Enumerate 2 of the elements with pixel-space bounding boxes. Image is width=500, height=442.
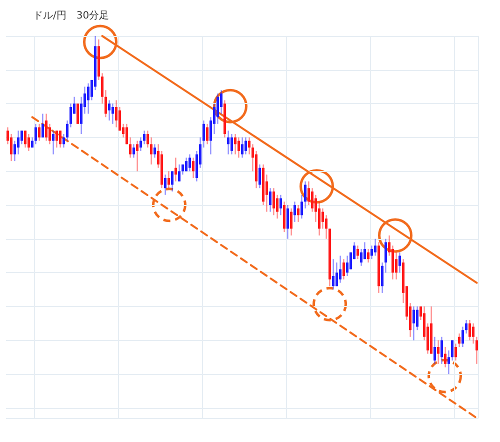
candlestick — [76, 103, 79, 124]
chart-title: ドル/円 30分足 — [33, 10, 110, 22]
